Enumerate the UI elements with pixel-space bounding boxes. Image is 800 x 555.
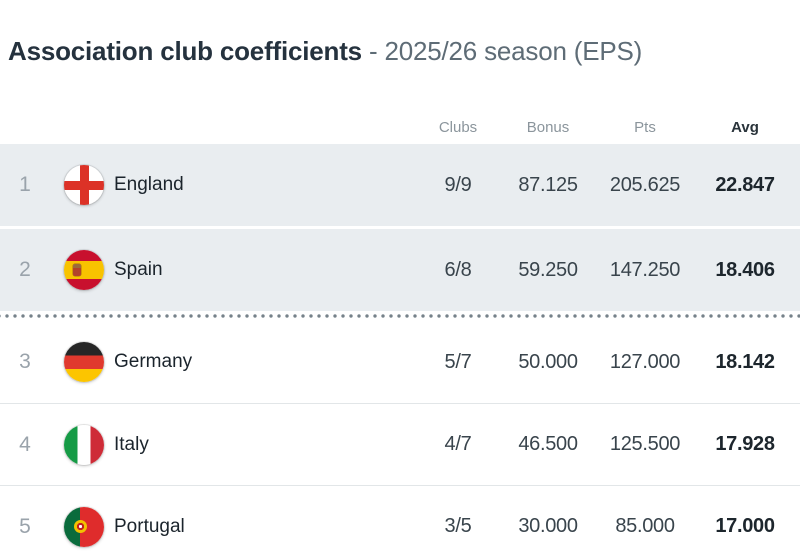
bonus-value: 46.500 [518, 433, 578, 455]
avg-value: 18.406 [715, 258, 775, 281]
page-title-main: Association club coefficients [8, 36, 362, 66]
clubs-value: 3/5 [444, 515, 472, 537]
flag-germany-icon [64, 342, 104, 382]
bonus-value: 50.000 [518, 350, 578, 373]
column-header-avg: Avg [731, 119, 759, 136]
rank-number: 1 [19, 173, 31, 196]
clubs-value: 5/7 [444, 350, 472, 373]
flag-portugal-icon [64, 506, 104, 547]
avg-value: 17.000 [715, 515, 775, 537]
table-header-row: Clubs Bonus Pts Avg [0, 110, 800, 144]
rank-number: 3 [19, 350, 31, 373]
clubs-value: 9/9 [444, 173, 472, 196]
country-name: England [114, 174, 184, 195]
country-name: Spain [114, 259, 163, 280]
clubs-value: 6/8 [444, 258, 472, 281]
pts-value: 125.500 [609, 433, 681, 455]
flag-england-icon [64, 165, 104, 205]
column-header-bonus: Bonus [526, 119, 570, 136]
pts-value: 147.250 [609, 258, 681, 281]
page-title-season: - 2025/26 season (EPS) [368, 36, 643, 66]
bonus-value: 30.000 [518, 515, 578, 537]
table-row-portugal[interactable]: 5 Portugal 3/5 30.000 85.000 17.000 [0, 485, 800, 555]
country-name: Italy [114, 433, 149, 455]
avg-value: 17.928 [715, 433, 775, 455]
pts-value: 85.000 [615, 515, 675, 537]
page-title: Association club coefficients - 2025/26 … [8, 36, 800, 66]
avg-value: 18.142 [715, 350, 775, 373]
table-row-italy[interactable]: 4 Italy 4/7 46.500 125.500 17.928 [0, 403, 800, 485]
avg-value: 22.847 [715, 173, 775, 196]
rank-number: 2 [19, 258, 31, 281]
table-row-england[interactable]: 1 England 9/9 87.125 205.625 22.847 [0, 144, 800, 229]
pts-value: 205.625 [609, 173, 681, 196]
table-row-spain[interactable]: 2 Spain 6/8 59.250 147.250 18.406 [0, 229, 800, 311]
bonus-value: 59.250 [518, 258, 578, 281]
country-name: Germany [114, 351, 193, 372]
qualification-cutoff-divider [0, 311, 800, 321]
flag-italy-icon [64, 424, 104, 465]
country-name: Portugal [114, 515, 185, 537]
column-header-clubs: Clubs [438, 119, 478, 136]
bonus-value: 87.125 [518, 173, 578, 196]
rank-number: 5 [19, 514, 31, 538]
clubs-value: 4/7 [444, 433, 472, 455]
column-header-pts: Pts [634, 119, 656, 136]
table-row-germany[interactable]: 3 Germany 5/7 50.000 127.000 18.142 [0, 321, 800, 403]
pts-value: 127.000 [609, 350, 681, 373]
rank-number: 4 [19, 432, 31, 456]
flag-spain-icon [64, 250, 104, 290]
